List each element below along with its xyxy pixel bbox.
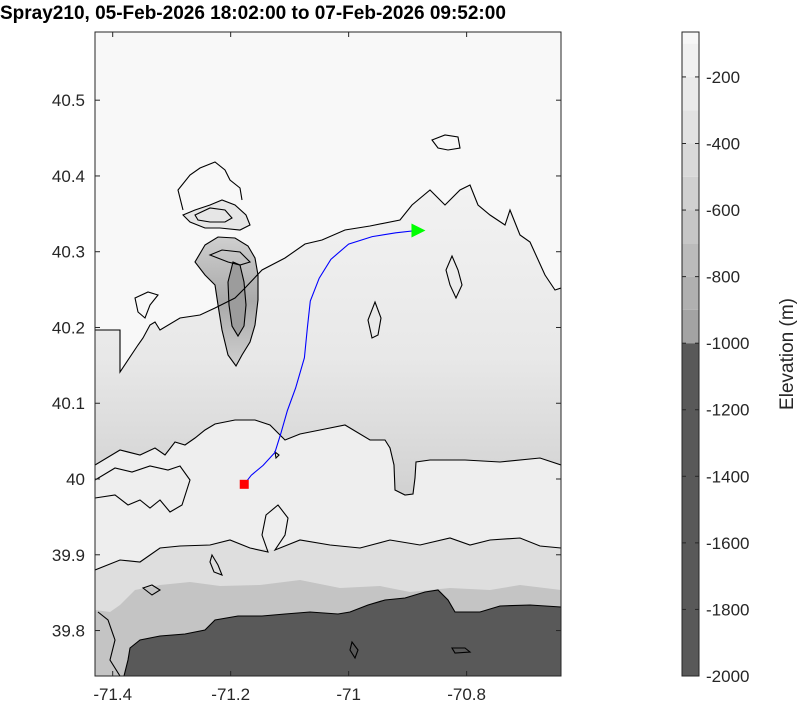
y-tick-label: 39.8: [52, 622, 85, 641]
colorbar-tick-label: -200: [706, 68, 740, 87]
colorbar-band: [682, 276, 699, 310]
y-tick-label: 40.4: [52, 167, 85, 186]
deep-basin-region: [124, 590, 561, 676]
colorbar-band: [682, 143, 699, 177]
axes-box: [94, 31, 562, 677]
colorbar-band: [682, 76, 699, 111]
colorbar-tick-label: -800: [706, 268, 740, 287]
colorbar-tick-label: -1800: [706, 600, 749, 619]
colorbar-band: [682, 176, 699, 211]
colorbar-box: [681, 31, 700, 677]
colorbar-band: [682, 309, 699, 344]
colorbar: -200 -400 -600 -800 -1000 -1200 -1400 -1600 -180…: [681, 31, 798, 686]
seamount-north-region: [183, 200, 250, 230]
track-end-marker: [411, 223, 426, 238]
colorbar-tick-label: -1400: [706, 467, 749, 486]
colorbar-ticks: -200 -400 -600 -800 -1000 -1200 -1400 -1600 -180…: [682, 68, 749, 686]
colorbar-tick-label: -600: [706, 201, 740, 220]
colorbar-band: [682, 43, 699, 77]
x-tick-label: -71.2: [211, 685, 250, 704]
colorbar-band: [682, 243, 699, 277]
y-tick-label: 39.9: [52, 546, 85, 565]
colorbar-tick-label: -1200: [706, 401, 749, 420]
colorbar-band: [682, 343, 699, 676]
x-tick-label: -71.4: [93, 685, 132, 704]
colorbar-band: [682, 110, 699, 144]
colorbar-bands: [682, 32, 699, 676]
y-tick-label: 40.3: [52, 243, 85, 262]
chart-title: Spray210, 05-Feb-2026 18:02:00 to 07-Feb…: [0, 3, 506, 24]
track-start-marker: [239, 479, 249, 489]
colorbar-tick-label: -1600: [706, 534, 749, 553]
plot-area: [95, 32, 561, 676]
x-tick-label: -70.8: [447, 685, 486, 704]
x-axis: -71.4 -71.2 -71 -70.8: [93, 32, 486, 704]
colorbar-tick-label: -2000: [706, 667, 749, 686]
y-tick-label: 40.5: [52, 91, 85, 110]
x-tick-label: -71: [336, 685, 361, 704]
colorbar-band: [682, 210, 699, 244]
glider-track: [243, 229, 417, 485]
y-tick-label: 40.2: [52, 318, 85, 337]
seamount-core-region: [228, 262, 246, 336]
y-tick-label: 40: [66, 470, 85, 489]
colorbar-band: [682, 32, 699, 44]
colorbar-tick-label: -1000: [706, 334, 749, 353]
colorbar-label: Elevation (m): [777, 298, 798, 410]
contour-lines: [95, 134, 561, 676]
y-tick-label: 40.1: [52, 394, 85, 413]
y-axis: 39.8 39.9 40 40.1 40.2 40.3 40.4 40.5: [52, 91, 561, 641]
colorbar-tick-label: -400: [706, 134, 740, 153]
seamount-cluster-region: [195, 237, 258, 366]
